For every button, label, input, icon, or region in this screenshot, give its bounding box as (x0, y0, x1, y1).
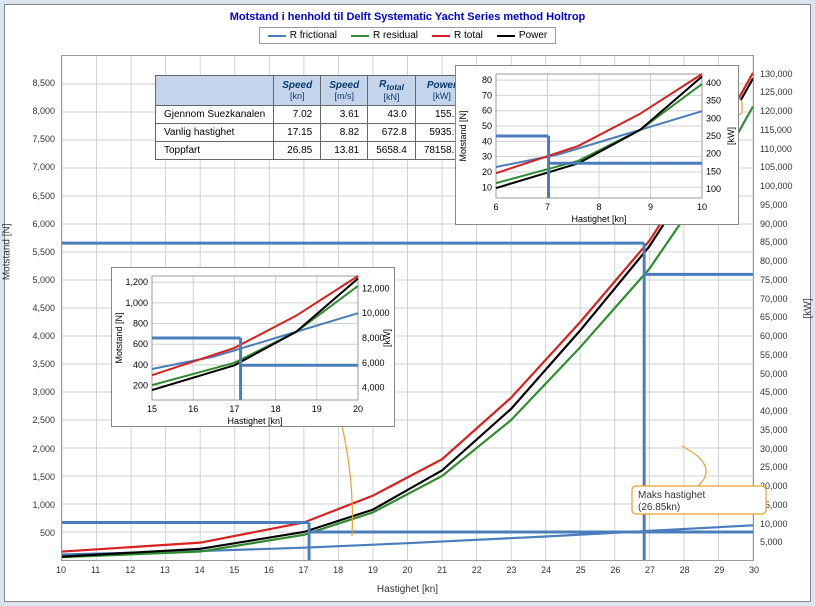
svg-text:18: 18 (271, 404, 281, 414)
svg-text:40: 40 (482, 136, 492, 146)
svg-text:9: 9 (648, 202, 653, 212)
svg-text:4,000: 4,000 (362, 383, 385, 393)
svg-text:250: 250 (706, 131, 721, 141)
svg-text:(26.85kn): (26.85kn) (638, 502, 680, 513)
svg-text:600: 600 (133, 339, 148, 349)
svg-text:Hastighet [kn]: Hastighet [kn] (571, 214, 626, 224)
svg-text:300: 300 (706, 113, 721, 123)
svg-text:80: 80 (482, 75, 492, 85)
x-axis: 1011121314151617181920212223242526272829… (61, 563, 754, 601)
svg-text:50: 50 (482, 121, 492, 131)
svg-text:200: 200 (133, 381, 148, 391)
legend-item: R total (432, 30, 483, 41)
svg-text:20: 20 (482, 167, 492, 177)
inset-suez: 6 7 8 9 10 10 20 30 40 50 60 70 80 100 150 200 250 300 350… (455, 65, 739, 225)
svg-text:15: 15 (147, 404, 157, 414)
svg-text:20: 20 (353, 404, 363, 414)
svg-text:200: 200 (706, 149, 721, 159)
svg-text:6: 6 (493, 202, 498, 212)
inset-required: 15 16 17 18 19 20 200 400 600 800 1,000 1,200 4,000 6… (111, 267, 395, 427)
svg-text:350: 350 (706, 96, 721, 106)
svg-text:Hastighet [kn]: Hastighet [kn] (227, 416, 282, 426)
svg-text:16: 16 (188, 404, 198, 414)
svg-text:150: 150 (706, 166, 721, 176)
svg-text:1,200: 1,200 (125, 277, 148, 287)
svg-text:17: 17 (229, 404, 239, 414)
data-table: Speed[kn]Speed[m/s]Rtotal[kN]Power[kW]Gj… (155, 75, 469, 160)
x-label: Hastighet [kn] (377, 584, 438, 595)
svg-text:10: 10 (482, 182, 492, 192)
svg-text:400: 400 (133, 360, 148, 370)
svg-text:100: 100 (706, 184, 721, 194)
svg-text:30: 30 (482, 152, 492, 162)
legend-item: R residual (351, 30, 418, 41)
svg-text:12,000: 12,000 (362, 283, 390, 293)
chart-title: Motstand i henhold til Delft Systematic … (5, 11, 810, 23)
svg-text:Maks hastighet: Maks hastighet (638, 490, 705, 501)
svg-text:8: 8 (596, 202, 601, 212)
svg-text:[kW]: [kW] (382, 329, 392, 347)
svg-text:10,000: 10,000 (362, 308, 390, 318)
svg-text:70: 70 (482, 90, 492, 100)
legend: R frictional R residual R total Power (259, 27, 557, 44)
y-left-label: Motstand [N] (2, 223, 13, 280)
legend-item: R frictional (268, 30, 337, 41)
svg-text:Motstand [N]: Motstand [N] (458, 110, 468, 161)
svg-text:7: 7 (545, 202, 550, 212)
svg-text:19: 19 (312, 404, 322, 414)
svg-text:1,000: 1,000 (125, 298, 148, 308)
svg-text:[kW]: [kW] (726, 127, 736, 145)
y-left-axis: 5001,0001,5002,0002,5003,0003,5004,0004,… (5, 55, 59, 561)
svg-text:6,000: 6,000 (362, 358, 385, 368)
svg-text:800: 800 (133, 319, 148, 329)
y-right-label: [kW] (803, 299, 814, 319)
svg-text:60: 60 (482, 106, 492, 116)
chart-container: Motstand i henhold til Delft Systematic … (4, 4, 811, 602)
svg-text:400: 400 (706, 78, 721, 88)
legend-item: Power (497, 30, 547, 41)
svg-text:10: 10 (697, 202, 707, 212)
svg-text:Motstand [N]: Motstand [N] (114, 312, 124, 363)
